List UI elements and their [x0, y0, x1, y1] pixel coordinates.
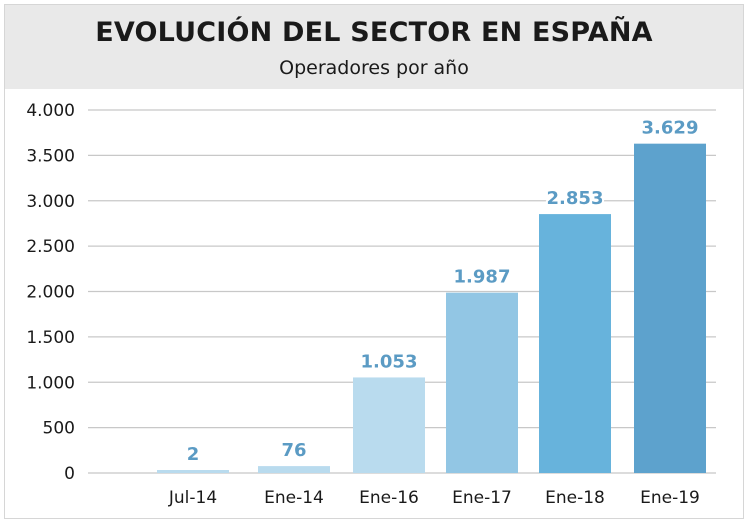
y-tick-label: 2.000: [26, 283, 75, 303]
data-label: 1.053: [361, 351, 418, 372]
x-tick-label: Ene-19: [640, 488, 700, 508]
bar: [258, 466, 330, 473]
y-tick-label: 500: [43, 419, 75, 439]
y-tick-label: 3.000: [26, 192, 75, 212]
y-tick-label: 1.500: [26, 328, 75, 348]
data-label: 3.629: [642, 118, 699, 139]
data-label: 76: [281, 440, 306, 461]
x-tick-label: Ene-16: [359, 488, 419, 508]
x-tick-label: Ene-14: [264, 488, 324, 508]
y-tick-label: 4.000: [26, 101, 75, 121]
data-label: 1.987: [454, 267, 511, 288]
bar: [539, 214, 611, 473]
y-tick-label: 2.500: [26, 237, 75, 257]
bar: [353, 377, 425, 473]
chart-header: EVOLUCIÓN DEL SECTOR EN ESPAÑA Operadore…: [5, 5, 743, 89]
y-tick-label: 1.000: [26, 373, 75, 393]
bar: [157, 470, 229, 473]
data-label: 2.853: [547, 188, 604, 209]
bar: [446, 292, 518, 473]
x-tick-label: Ene-17: [452, 488, 512, 508]
y-tick-label: 0: [64, 464, 75, 484]
y-tick-label: 3.500: [26, 146, 75, 166]
x-tick-label: Jul-14: [168, 488, 217, 508]
x-tick-label: Ene-18: [545, 488, 605, 508]
chart-subtitle: Operadores por año: [279, 57, 469, 79]
chart-title: EVOLUCIÓN DEL SECTOR EN ESPAÑA: [95, 17, 653, 48]
bar: [634, 143, 706, 473]
data-label: 2: [187, 444, 200, 465]
